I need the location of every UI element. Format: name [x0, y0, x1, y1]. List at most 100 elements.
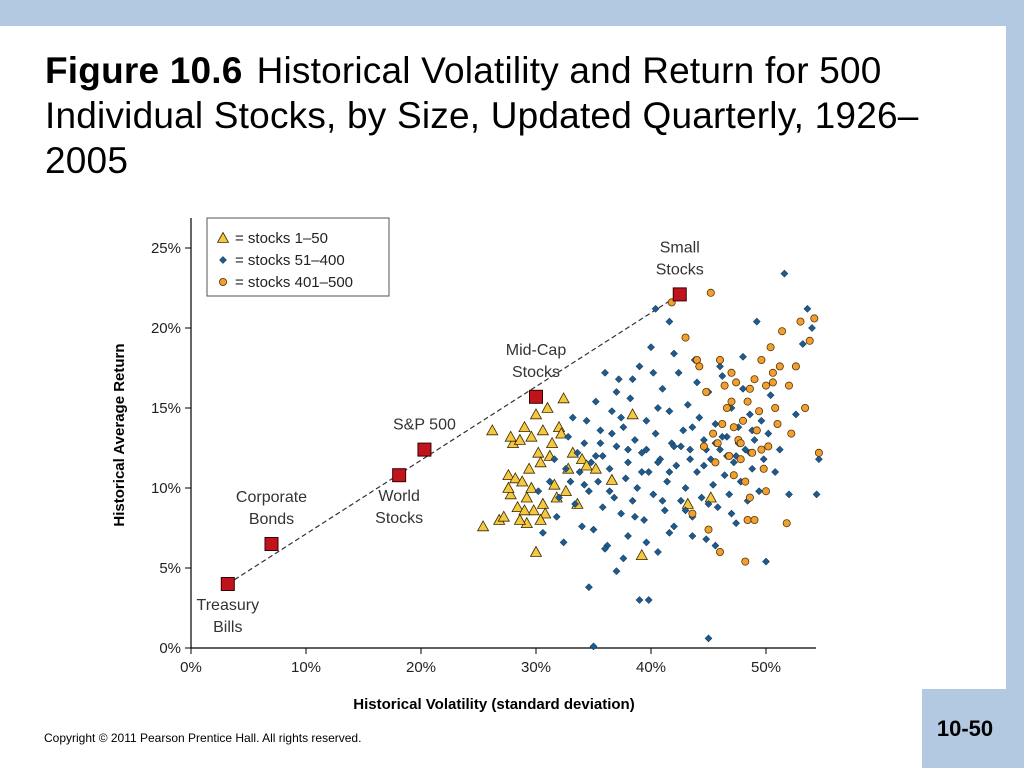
diamond-point: [642, 445, 651, 454]
triangle-point: [580, 459, 593, 471]
circle-point: [791, 362, 800, 371]
benchmark-label: World: [378, 488, 420, 505]
diamond-point: [605, 487, 614, 496]
diamond-point: [713, 503, 722, 512]
circle-point: [766, 343, 775, 352]
benchmark-label: Bonds: [249, 511, 294, 528]
diamond-point: [755, 487, 764, 496]
diamond-point: [619, 554, 628, 563]
diamond-point: [766, 391, 775, 400]
circle-point: [752, 426, 761, 435]
diamond-point: [552, 512, 561, 521]
diamond-point: [649, 490, 658, 499]
diamond-point: [584, 583, 593, 592]
circle-point: [709, 429, 718, 438]
benchmark-marker: [220, 577, 235, 591]
diamond-point: [624, 458, 632, 467]
circle-point: [750, 516, 759, 525]
diamond-point: [745, 410, 754, 419]
diamond-point: [598, 503, 607, 512]
diamond-point: [686, 455, 695, 464]
circle-point: [727, 368, 736, 377]
benchmark-portfolios: Treasury Bills Corporate Bonds World Stocks S&…: [197, 239, 704, 636]
benchmark-label: Mid-Cap: [506, 342, 567, 359]
circle-point: [785, 381, 794, 390]
diamond-point: [683, 400, 692, 409]
y-axis-title: Historical Average Return: [111, 343, 128, 526]
triangle-point: [536, 424, 550, 436]
diamond-point: [607, 429, 616, 438]
diamond-point: [688, 423, 697, 432]
diamond-point: [704, 634, 713, 643]
benchmark-marker: [392, 468, 407, 483]
benchmark-label: Treasury: [197, 597, 260, 614]
diamond-point: [716, 445, 724, 454]
diamond-point: [785, 490, 793, 499]
circle-point: [716, 548, 725, 557]
diamond-point: [651, 429, 660, 438]
x-tick-label: 0%: [180, 659, 202, 676]
triangle-point: [513, 513, 527, 525]
diamond-point: [665, 528, 674, 537]
circle-point: [711, 458, 720, 467]
triangle-point: [605, 473, 619, 485]
x-axis-ticks: 0% 10% 20% 30% 40% 50%: [180, 648, 781, 676]
figure-label: Figure 10.6: [45, 50, 243, 91]
diamond-point: [709, 480, 718, 489]
triangle-point: [534, 513, 547, 525]
diamond-point: [640, 516, 649, 524]
diamond-point: [538, 528, 547, 537]
legend-diamond-icon: [219, 256, 227, 264]
diamond-point: [762, 557, 770, 566]
diamond-point: [575, 468, 584, 476]
diamond-point: [665, 468, 674, 476]
benchmark-marker: [264, 537, 279, 551]
diamond-point: [635, 362, 644, 371]
figure-title: Historical Volatility and Return for 500…: [45, 50, 919, 181]
diamond-point: [591, 452, 600, 460]
diamond-point: [681, 506, 690, 515]
triangle-point: [476, 520, 490, 532]
diamond-point: [706, 455, 715, 464]
diamond-point: [658, 496, 667, 505]
diamond-point: [686, 445, 695, 454]
y-tick-label: 20%: [151, 320, 181, 337]
triangle-point: [504, 430, 517, 442]
diamond-point: [594, 477, 603, 486]
diamond-point: [559, 538, 568, 547]
diamond-point: [693, 378, 701, 387]
diamond-point: [644, 596, 653, 604]
diamond-point: [775, 445, 784, 454]
triangle-point: [497, 510, 510, 522]
diamond-point: [711, 420, 720, 428]
circle-point: [720, 381, 729, 390]
diamond-point: [716, 362, 724, 371]
diamond-point: [803, 304, 812, 313]
dashed-trend-line: [227, 293, 681, 585]
circle-point: [796, 317, 805, 326]
diamond-point: [750, 436, 759, 444]
triangle-point: [541, 401, 554, 413]
circle-point: [736, 439, 745, 448]
diamond-point: [580, 480, 589, 489]
circle-point: [757, 355, 766, 364]
x-tick-label: 40%: [636, 659, 666, 676]
diamond-point: [596, 426, 605, 435]
circle-point: [762, 487, 771, 496]
legend-label: = stocks 401–500: [235, 274, 353, 291]
circle-point: [681, 333, 690, 342]
diamond-point: [718, 432, 727, 441]
diamond-point: [739, 352, 747, 361]
y-tick-label: 0%: [159, 640, 181, 657]
circle-point: [743, 516, 752, 525]
diamond-point: [674, 368, 683, 377]
diamond-point: [752, 317, 761, 326]
benchmark-label: Bills: [213, 619, 242, 636]
diamond-point: [660, 506, 669, 515]
diamond-point: [676, 496, 685, 505]
diamond-point: [676, 442, 685, 451]
diamond-point: [598, 452, 607, 460]
triangle-point: [704, 491, 717, 503]
diamond-point: [679, 426, 688, 435]
